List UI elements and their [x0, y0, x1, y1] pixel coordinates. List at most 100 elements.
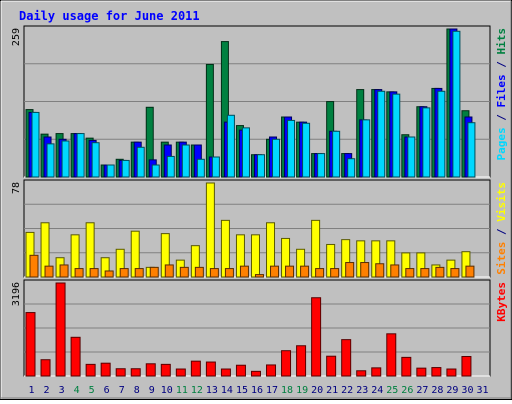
day-label-22: 22 [341, 385, 353, 396]
bar-pages-day-10 [166, 155, 175, 178]
bar-pages-day-8 [136, 146, 145, 178]
bar-pages-day-16 [256, 154, 265, 178]
day-label-26: 26 [401, 385, 413, 396]
day-label-24: 24 [371, 385, 383, 396]
day-label-21: 21 [326, 385, 338, 396]
day-label-1: 1 [29, 385, 35, 396]
day-label-16: 16 [251, 385, 263, 396]
bar-pages-day-25 [392, 93, 401, 178]
legend-part: Visits [495, 182, 508, 222]
bar-sites-day-28 [435, 266, 445, 278]
day-label-4: 4 [74, 385, 80, 396]
bar-sites-day-2 [44, 265, 54, 278]
day-label-2: 2 [44, 385, 50, 396]
bar-sites-day-18 [285, 265, 295, 278]
bar-kbytes-day-19 [296, 345, 307, 377]
legend-part: Sites [495, 242, 508, 275]
bar-sites-day-5 [89, 268, 99, 278]
bar-pages-day-7 [121, 159, 130, 178]
legend-part: Files [495, 74, 508, 107]
bar-kbytes-day-21 [326, 355, 337, 377]
bar-kbytes-day-9 [145, 363, 156, 377]
day-label-29: 29 [446, 385, 458, 396]
bar-pages-day-4 [76, 133, 85, 178]
bar-kbytes-day-15 [235, 364, 246, 377]
bar-kbytes-day-1 [25, 312, 36, 377]
bar-pages-day-2 [46, 143, 55, 178]
bar-kbytes-day-20 [311, 297, 322, 377]
day-label-13: 13 [206, 385, 218, 396]
legend-part: Hits [495, 28, 508, 55]
bar-kbytes-day-30 [461, 356, 472, 377]
bar-pages-day-6 [106, 164, 115, 178]
bar-pages-day-29 [452, 30, 461, 178]
bar-sites-day-7 [119, 268, 129, 278]
bar-kbytes-day-6 [100, 362, 111, 377]
bar-sites-day-10 [164, 264, 174, 278]
legend-hits: Pages / Files / Hits [495, 28, 508, 161]
bar-pages-day-15 [241, 127, 250, 178]
bar-sites-day-26 [405, 268, 415, 278]
bar-sites-day-19 [300, 265, 310, 278]
bar-kbytes-day-18 [281, 350, 292, 377]
day-label-30: 30 [461, 385, 473, 396]
bar-sites-day-14 [224, 268, 234, 278]
bar-kbytes-day-2 [40, 359, 51, 377]
bar-kbytes-day-24 [371, 367, 382, 377]
bar-sites-day-21 [330, 268, 340, 278]
legend-visits: Sites / Visits [495, 182, 508, 275]
bar-kbytes-day-7 [115, 368, 126, 377]
bar-pages-day-3 [61, 140, 70, 178]
bar-sites-day-22 [345, 262, 355, 278]
bar-kbytes-day-28 [431, 367, 442, 377]
day-label-27: 27 [416, 385, 428, 396]
bar-sites-day-16 [254, 274, 264, 278]
bar-kbytes-day-25 [386, 333, 397, 377]
bar-pages-day-9 [151, 164, 160, 178]
legend-part: KBytes [495, 282, 508, 322]
bar-sites-day-11 [179, 266, 189, 278]
legend-part: / [495, 55, 508, 75]
day-label-12: 12 [191, 385, 203, 396]
bar-kbytes-day-3 [55, 282, 66, 377]
day-label-14: 14 [221, 385, 233, 396]
day-label-7: 7 [119, 385, 125, 396]
bar-kbytes-day-5 [85, 363, 96, 377]
day-label-10: 10 [161, 385, 173, 396]
legend-part: / [495, 222, 508, 242]
legend-kbytes: KBytes [495, 282, 508, 322]
bar-pages-day-14 [226, 114, 235, 178]
day-label-3: 3 [59, 385, 65, 396]
bar-pages-day-26 [407, 136, 416, 178]
bar-pages-day-13 [211, 156, 220, 178]
max-label-kbytes: 3196 [11, 282, 22, 306]
bar-pages-day-28 [437, 90, 446, 178]
bar-sites-day-17 [270, 265, 280, 278]
bar-sites-day-20 [315, 268, 325, 278]
bar-kbytes-day-4 [70, 336, 81, 377]
panel-visits: 78 Sites / Visits [11, 179, 508, 278]
bar-kbytes-day-26 [401, 356, 412, 377]
legend-part: Pages [495, 127, 508, 160]
chart-title: Daily usage for June 2011 [19, 9, 200, 23]
bar-kbytes-day-12 [190, 360, 201, 377]
max-label-visits: 78 [11, 182, 22, 194]
bar-kbytes-day-8 [130, 368, 141, 377]
day-label-9: 9 [149, 385, 155, 396]
bar-pages-day-30 [467, 122, 476, 178]
chart-panels: 259 Pages / Files / Hits 78 Sites / Visits 3… [11, 25, 508, 377]
panel-kbytes: 3196 KBytes [11, 279, 508, 377]
bar-pages-day-27 [422, 107, 431, 178]
day-label-8: 8 [134, 385, 140, 396]
bar-kbytes-day-29 [446, 368, 457, 377]
bar-kbytes-day-17 [266, 364, 277, 377]
bar-kbytes-day-10 [160, 363, 171, 377]
bar-sites-day-8 [134, 268, 144, 278]
day-label-17: 17 [266, 385, 278, 396]
bar-sites-day-6 [104, 270, 114, 278]
legend-part: / [495, 108, 508, 128]
day-label-11: 11 [176, 385, 188, 396]
panel-hits: 259 Pages / Files / Hits [11, 25, 508, 178]
bar-sites-day-29 [450, 268, 460, 278]
